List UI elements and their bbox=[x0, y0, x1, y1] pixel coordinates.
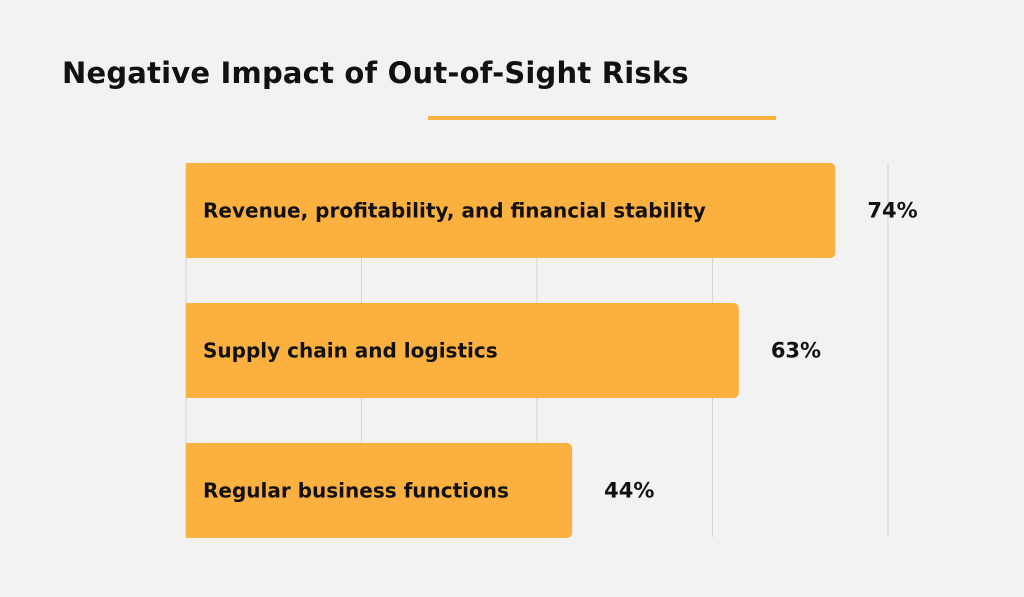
chart-title-prefix: Negative Impact of bbox=[62, 56, 388, 90]
bar bbox=[186, 443, 573, 538]
bar-group: Revenue, profitability, and financial st… bbox=[186, 163, 918, 258]
bar-category-label: Revenue, profitability, and financial st… bbox=[203, 199, 706, 223]
bar-category-label: Supply chain and logistics bbox=[203, 339, 498, 363]
chart-title: Negative Impact of Out-of-Sight Risks bbox=[62, 56, 689, 90]
bar-group: Regular business functions 44% bbox=[186, 443, 654, 538]
chart-title-highlight: Out-of-Sight Risks bbox=[387, 56, 689, 90]
bar-category-label: Regular business functions bbox=[203, 479, 509, 503]
bar-value-label: 63% bbox=[771, 339, 821, 363]
bar bbox=[186, 163, 836, 258]
bar-value-label: 44% bbox=[604, 479, 654, 503]
bar-value-label: 74% bbox=[867, 199, 917, 223]
bar bbox=[186, 303, 739, 398]
bar-group: Supply chain and logistics 63% bbox=[186, 303, 821, 398]
title-underline bbox=[428, 116, 776, 120]
bars: Revenue, profitability, and financial st… bbox=[186, 163, 918, 538]
